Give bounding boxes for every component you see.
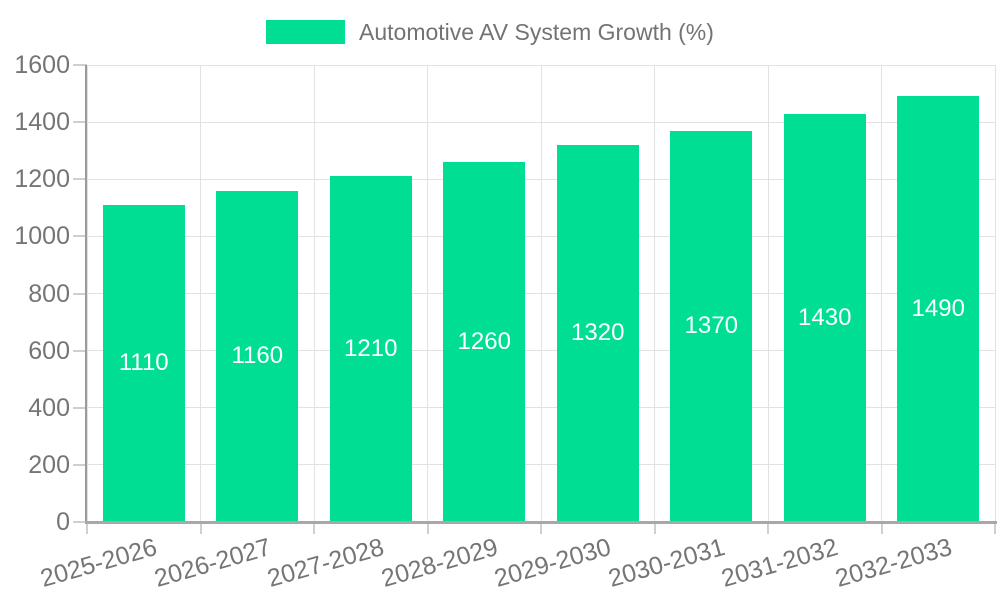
x-tick-label: 2028-2029: [378, 533, 501, 593]
bar: [556, 144, 639, 522]
y-tick-label: 1400: [14, 108, 70, 137]
bar: [783, 113, 866, 522]
x-tick-label: 2032-2033: [832, 533, 955, 593]
y-tick-label: 1200: [14, 165, 70, 194]
x-axis-tick: [199, 522, 202, 534]
y-tick-label: 800: [28, 279, 70, 308]
y-axis-tick: [73, 235, 87, 238]
x-tick-label: 2025-2026: [37, 533, 161, 593]
y-tick-label: 1000: [14, 222, 70, 251]
bar: [670, 130, 753, 522]
gridline-vertical: [313, 65, 315, 522]
gridline-vertical: [200, 65, 201, 522]
bar-value-label: 1260: [457, 328, 511, 356]
x-axis-tick: [86, 522, 88, 534]
y-axis-tick: [73, 463, 87, 466]
gridline-vertical: [86, 65, 88, 522]
y-axis-tick: [73, 292, 87, 295]
x-tick-label: 2029-2030: [491, 533, 615, 593]
y-axis-tick: [73, 64, 87, 66]
gridline-vertical: [881, 65, 882, 522]
bar: [102, 204, 185, 522]
x-tick-label: 2026-2027: [151, 533, 274, 593]
bar-value-label: 1110: [118, 349, 169, 377]
x-axis-tick: [426, 522, 429, 534]
y-axis-line: [85, 65, 87, 522]
x-tick-label: 2031-2032: [718, 533, 842, 593]
y-tick-label: 1600: [14, 51, 70, 79]
bar: [216, 190, 299, 522]
legend-swatch-icon: [266, 20, 345, 44]
bar-value-label: 1370: [684, 312, 738, 340]
bar-value-label: 1210: [344, 335, 398, 363]
x-axis-tick: [540, 522, 542, 534]
legend: Automotive AV System Growth (%): [266, 20, 714, 44]
legend-label: Automotive AV System Growth (%): [359, 19, 714, 45]
y-axis-tick: [73, 406, 87, 409]
y-axis-tick: [73, 178, 87, 181]
x-tick-label: 2027-2028: [264, 533, 388, 593]
x-axis-tick: [994, 522, 996, 534]
gridline-vertical: [654, 65, 655, 522]
y-axis-tick: [73, 349, 87, 352]
x-tick-label: 2030-2031: [605, 533, 728, 593]
y-axis-tick: [73, 521, 87, 523]
bar: [897, 96, 980, 522]
y-tick-label: 600: [28, 336, 70, 365]
x-axis-tick: [880, 522, 883, 534]
y-axis-tick: [73, 121, 87, 124]
bar: [329, 176, 412, 522]
y-tick-label: 400: [28, 393, 70, 422]
bar-value-label: 1160: [231, 342, 284, 370]
bar-value-label: 1490: [911, 295, 965, 323]
gridline-vertical: [540, 65, 542, 522]
x-axis-tick: [767, 522, 769, 534]
x-axis-tick: [313, 522, 315, 534]
gridline-vertical: [767, 65, 769, 522]
y-tick-label: 200: [28, 450, 70, 479]
bar-value-label: 1320: [571, 319, 625, 347]
gridline-vertical: [994, 65, 996, 522]
bar: [443, 162, 526, 522]
gridline-vertical: [427, 65, 428, 522]
bar-value-label: 1430: [798, 303, 852, 331]
x-axis-line: [85, 521, 997, 524]
y-tick-label: 0: [56, 508, 70, 536]
x-axis-tick: [653, 522, 656, 534]
